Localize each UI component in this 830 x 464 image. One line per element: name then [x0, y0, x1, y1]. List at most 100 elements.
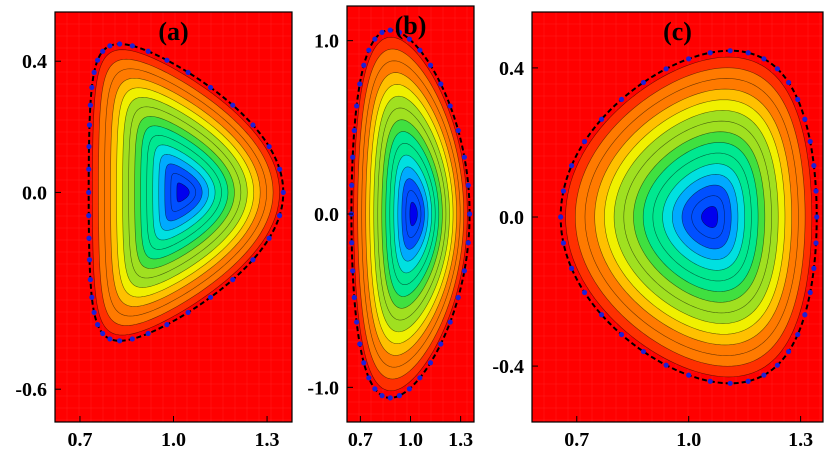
boundary-marker [230, 277, 236, 283]
boundary-marker [802, 116, 808, 122]
boundary-marker [618, 331, 625, 338]
y-tick-label: -1.0 [307, 377, 339, 399]
boundary-marker [277, 166, 283, 172]
boundary-marker [91, 309, 97, 316]
x-tick-label: 1.0 [676, 429, 701, 451]
x-tick-label: 1.3 [255, 429, 280, 451]
boundary-marker [396, 393, 403, 399]
boundary-marker [280, 189, 286, 195]
boundary-marker [707, 378, 713, 384]
boundary-marker [745, 50, 751, 56]
boundary-marker [230, 102, 236, 108]
boundary-marker [598, 312, 605, 318]
boundary-marker [349, 182, 355, 188]
boundary-marker [707, 50, 713, 56]
boundary-marker [640, 79, 647, 86]
boundary-marker [618, 96, 625, 103]
boundary-marker [366, 375, 372, 381]
boundary-marker [94, 57, 101, 63]
panel-label: (c) [663, 17, 692, 46]
boundary-marker [94, 322, 101, 328]
boundary-marker [357, 341, 363, 347]
boundary-marker [807, 138, 813, 145]
boundary-marker [761, 372, 767, 378]
boundary-marker [461, 268, 467, 274]
panel-label: (a) [158, 17, 188, 46]
panel-label: (b) [395, 11, 427, 40]
boundary-marker [406, 386, 412, 392]
boundary-marker [89, 84, 95, 91]
x-tick-label: 1.0 [161, 429, 186, 451]
boundary-marker [372, 386, 378, 392]
y-tick-label: 1.0 [314, 31, 339, 53]
boundary-marker [129, 336, 135, 342]
boundary-marker [87, 277, 93, 283]
y-tick-label: 0.4 [22, 51, 47, 73]
boundary-marker [86, 166, 92, 172]
boundary-marker [351, 127, 357, 134]
y-tick-label: 0.0 [22, 182, 47, 204]
boundary-marker [663, 66, 669, 72]
boundary-marker [427, 62, 434, 68]
boundary-marker [87, 102, 93, 108]
boundary-marker [558, 214, 564, 220]
x-tick-label: 0.7 [67, 429, 92, 451]
boundary-marker [91, 69, 97, 75]
boundary-marker [811, 265, 817, 271]
boundary-marker [560, 240, 567, 246]
boundary-marker [354, 319, 360, 325]
boundary-marker [447, 319, 453, 325]
boundary-marker [250, 122, 256, 128]
boundary-marker [164, 57, 170, 63]
boundary-marker [465, 182, 471, 188]
panel-b: 0.7 1.0 1.3 1.0 0.0 -1.0 (b) [307, 5, 475, 451]
boundary-marker [795, 96, 801, 103]
boundary-marker [354, 103, 360, 109]
boundary-marker [117, 41, 123, 47]
boundary-marker [89, 294, 95, 300]
contour-band [176, 182, 190, 203]
boundary-marker [117, 338, 123, 344]
boundary-marker [86, 213, 92, 219]
boundary-marker [811, 163, 817, 169]
boundary-marker [774, 362, 780, 368]
contour-band [409, 201, 418, 227]
boundary-marker [814, 214, 820, 220]
boundary-marker [438, 341, 444, 347]
boundary-marker [266, 235, 272, 241]
boundary-marker [86, 235, 92, 241]
panel-a: 0.7 1.0 1.3 0.4 0.0 -0.6 (a) [15, 11, 293, 451]
boundary-marker [86, 257, 93, 263]
boundary-line [350, 29, 471, 399]
boundary-marker [107, 336, 113, 342]
boundary-marker [396, 29, 403, 35]
boundary-marker [86, 122, 93, 128]
y-tick-label: 0.4 [499, 58, 524, 80]
boundary-marker [438, 81, 444, 87]
boundary-marker [379, 29, 385, 35]
boundary-marker [813, 240, 819, 246]
boundary-marker [686, 372, 692, 378]
boundary-marker [357, 81, 363, 87]
x-tick-label: 1.3 [788, 429, 813, 451]
boundary-marker [366, 47, 372, 53]
boundary-marker [640, 348, 647, 355]
boundary-marker [350, 268, 356, 274]
boundary-marker [164, 322, 170, 328]
contour-band [701, 206, 719, 228]
boundary-marker [466, 211, 473, 217]
y-tick-label: 0.0 [314, 204, 339, 226]
boundary-marker [145, 48, 151, 54]
boundary-marker [795, 331, 801, 338]
x-tick-label: 1.0 [398, 429, 423, 451]
boundary-marker [361, 62, 367, 68]
boundary-marker [786, 348, 792, 355]
boundary-marker [745, 378, 751, 384]
boundary-marker [207, 294, 214, 300]
boundary-marker [107, 43, 113, 49]
y-tick-label: 0.0 [499, 207, 524, 229]
boundary-marker [568, 163, 575, 169]
boundary-marker [686, 56, 692, 62]
boundary-marker [387, 395, 393, 401]
